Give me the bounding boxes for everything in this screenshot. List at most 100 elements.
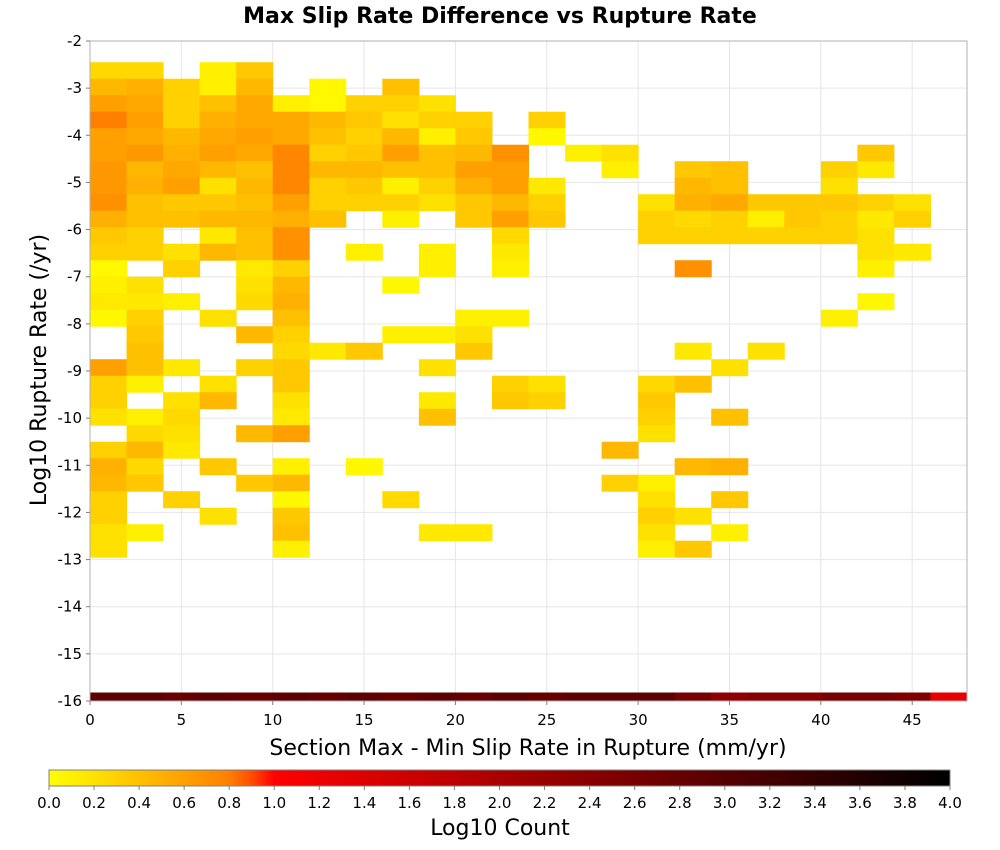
heatmap-cell [90,491,128,509]
heatmap-cell [711,491,749,509]
cells-layer [90,62,968,701]
heatmap-cell [272,474,310,492]
colorbar-tick-label: 1.8 [443,794,467,812]
heatmap-cell [711,408,749,426]
heatmap-cell [163,144,201,162]
y-tick-label: -11 [58,456,83,474]
heatmap-cell [345,458,383,476]
heatmap-cell [163,392,201,410]
y-tick-label: -13 [58,551,83,569]
heatmap-cell [455,326,493,344]
heatmap-cell [345,342,383,360]
heatmap-cell [126,62,164,80]
colorbar-tick-label: 1.6 [397,794,421,812]
colorbar [48,769,951,787]
x-tick-label: 35 [720,711,739,729]
heatmap-cell [126,342,164,360]
colorbar-tick-label: 0.4 [127,794,151,812]
heatmap-cell-bottom [309,692,347,701]
heatmap-cell [418,111,456,129]
heatmap-cell [418,524,456,542]
heatmap-cell [857,260,895,278]
heatmap-cell [90,276,128,294]
heatmap-cell [199,375,237,393]
heatmap-cell [418,194,456,212]
heatmap-cell [528,177,566,195]
heatmap-cell [711,210,749,228]
heatmap-cell [674,260,712,278]
heatmap-cell [199,194,237,212]
heatmap-cell [199,78,237,96]
heatmap-cell [309,128,347,146]
heatmap-cell [236,161,274,179]
colorbar-tick-label: 2.4 [578,794,602,812]
y-axis-label: Log10 Rupture Rate (/yr) [27,234,52,506]
x-tick-label: 0 [85,711,95,729]
heatmap-cell [90,128,128,146]
heatmap-cell-bottom [418,692,456,701]
heatmap-cell [90,474,128,492]
heatmap-cell [309,111,347,129]
heatmap-cell [820,194,858,212]
heatmap-cell [638,491,676,509]
heatmap-cell [90,227,128,245]
heatmap-cell [674,507,712,525]
heatmap-cell [747,227,785,245]
colorbar-tick-label: 3.6 [848,794,872,812]
heatmap-cell [455,524,493,542]
heatmap-cell [345,95,383,113]
heatmap-cell [601,474,639,492]
heatmap-cell [90,62,128,80]
heatmap-cell [820,177,858,195]
heatmap-cell-bottom [126,692,164,701]
heatmap-cell [455,210,493,228]
heatmap-cell [236,326,274,344]
heatmap-cell [199,128,237,146]
heatmap-cell [90,309,128,327]
heatmap-cell [382,276,420,294]
heatmap-cell [90,507,128,525]
heatmap-cell [163,260,201,278]
heatmap-cell [309,342,347,360]
colorbar-tick-label: 0.2 [82,794,106,812]
heatmap-cell [418,177,456,195]
heatmap-cell [272,507,310,525]
heatmap-cell [455,144,493,162]
heatmap-cell [236,144,274,162]
heatmap-cell [857,210,895,228]
heatmap-cell [163,441,201,459]
heatmap-cell [857,144,895,162]
heatmap-cell-bottom [601,692,639,701]
heatmap-cell [199,210,237,228]
heatmap-cell [418,161,456,179]
heatmap-cell [491,243,529,261]
colorbar-tick-label: 2.0 [488,794,512,812]
heatmap-cell [820,210,858,228]
heatmap-cell [674,540,712,558]
heatmap-cell [528,128,566,146]
heatmap-cell [163,243,201,261]
x-tick-label: 5 [177,711,187,729]
heatmap-cell-bottom [820,692,858,701]
heatmap-cell [345,111,383,129]
heatmap-cell [747,194,785,212]
heatmap-cell-bottom [345,692,383,701]
y-tick-label: -9 [67,362,82,380]
heatmap-cell [90,210,128,228]
heatmap-cell [272,111,310,129]
heatmap-cell [893,194,931,212]
heatmap-cell [418,260,456,278]
heatmap-cell [126,359,164,377]
y-tick-label: -7 [67,268,82,286]
heatmap-cell [601,144,639,162]
colorbar-tick-label: 3.4 [803,794,827,812]
heatmap-cell [236,78,274,96]
heatmap-cell [711,177,749,195]
heatmap-cell [163,210,201,228]
heatmap-cell [345,144,383,162]
heatmap-cell [236,276,274,294]
colorbar-tick-label: 2.2 [533,794,557,812]
heatmap-cell-bottom [893,692,931,701]
